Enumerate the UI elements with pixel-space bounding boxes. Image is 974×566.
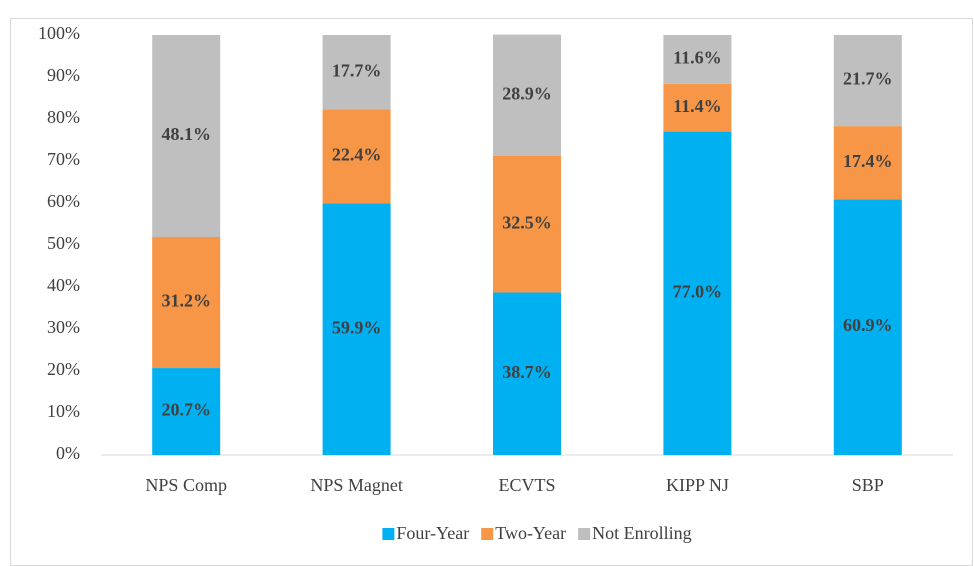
data-label: 48.1% (161, 124, 211, 144)
x-tick-label: NPS Magnet (310, 475, 403, 495)
y-tick-label: 80% (47, 107, 80, 127)
legend-swatch (382, 528, 395, 540)
data-label: 11.6% (673, 47, 722, 67)
data-label: 60.9% (843, 315, 893, 335)
y-tick-label: 70% (47, 149, 80, 169)
legend-swatch (481, 528, 494, 540)
data-label: 28.9% (502, 83, 552, 103)
legend-label: Four-Year (396, 523, 469, 543)
data-label: 11.4% (673, 96, 722, 116)
data-label: 22.4% (332, 145, 382, 165)
data-label: 59.9% (332, 317, 382, 337)
bar-segment (493, 155, 561, 293)
bar-segment (493, 292, 561, 455)
bar-segment (663, 35, 732, 84)
data-label: 17.4% (843, 151, 893, 171)
bar-segment (833, 35, 902, 127)
y-tick-label: 10% (47, 401, 80, 421)
data-label: 31.2% (161, 291, 211, 311)
y-tick-label: 40% (47, 275, 80, 295)
y-tick-label: 50% (47, 233, 80, 253)
data-label: 17.7% (332, 60, 382, 80)
y-tick-label: 100% (38, 23, 80, 43)
bar-segment (663, 131, 732, 455)
x-tick-label: SBP (852, 475, 884, 495)
data-label: 20.7% (161, 400, 211, 420)
data-label: 38.7% (502, 362, 552, 382)
legend-swatch (578, 528, 591, 540)
y-tick-label: 30% (47, 317, 80, 337)
bar-segment (152, 237, 221, 369)
x-tick-label: NPS Comp (145, 475, 227, 495)
legend-label: Two-Year (495, 523, 566, 543)
y-tick-label: 0% (56, 443, 80, 463)
x-tick-label: KIPP NJ (666, 475, 729, 495)
bar-segment (833, 199, 902, 455)
y-tick-label: 20% (47, 359, 80, 379)
y-tick-label: 60% (47, 191, 80, 211)
data-label: 21.7% (843, 69, 893, 89)
data-label: 32.5% (502, 212, 552, 232)
data-label: 77.0% (673, 281, 723, 301)
bar-segment (152, 35, 221, 238)
bar-segment (322, 109, 391, 204)
x-tick-label: ECVTS (498, 475, 555, 495)
bar-segment (152, 368, 221, 455)
bar-segment (322, 35, 391, 110)
bar-segment (322, 203, 391, 455)
y-tick-label: 90% (47, 65, 80, 85)
legend-label: Not Enrolling (592, 523, 692, 543)
bar-segment (493, 34, 561, 156)
bar-segment (833, 126, 902, 200)
bar-segment (663, 83, 732, 132)
